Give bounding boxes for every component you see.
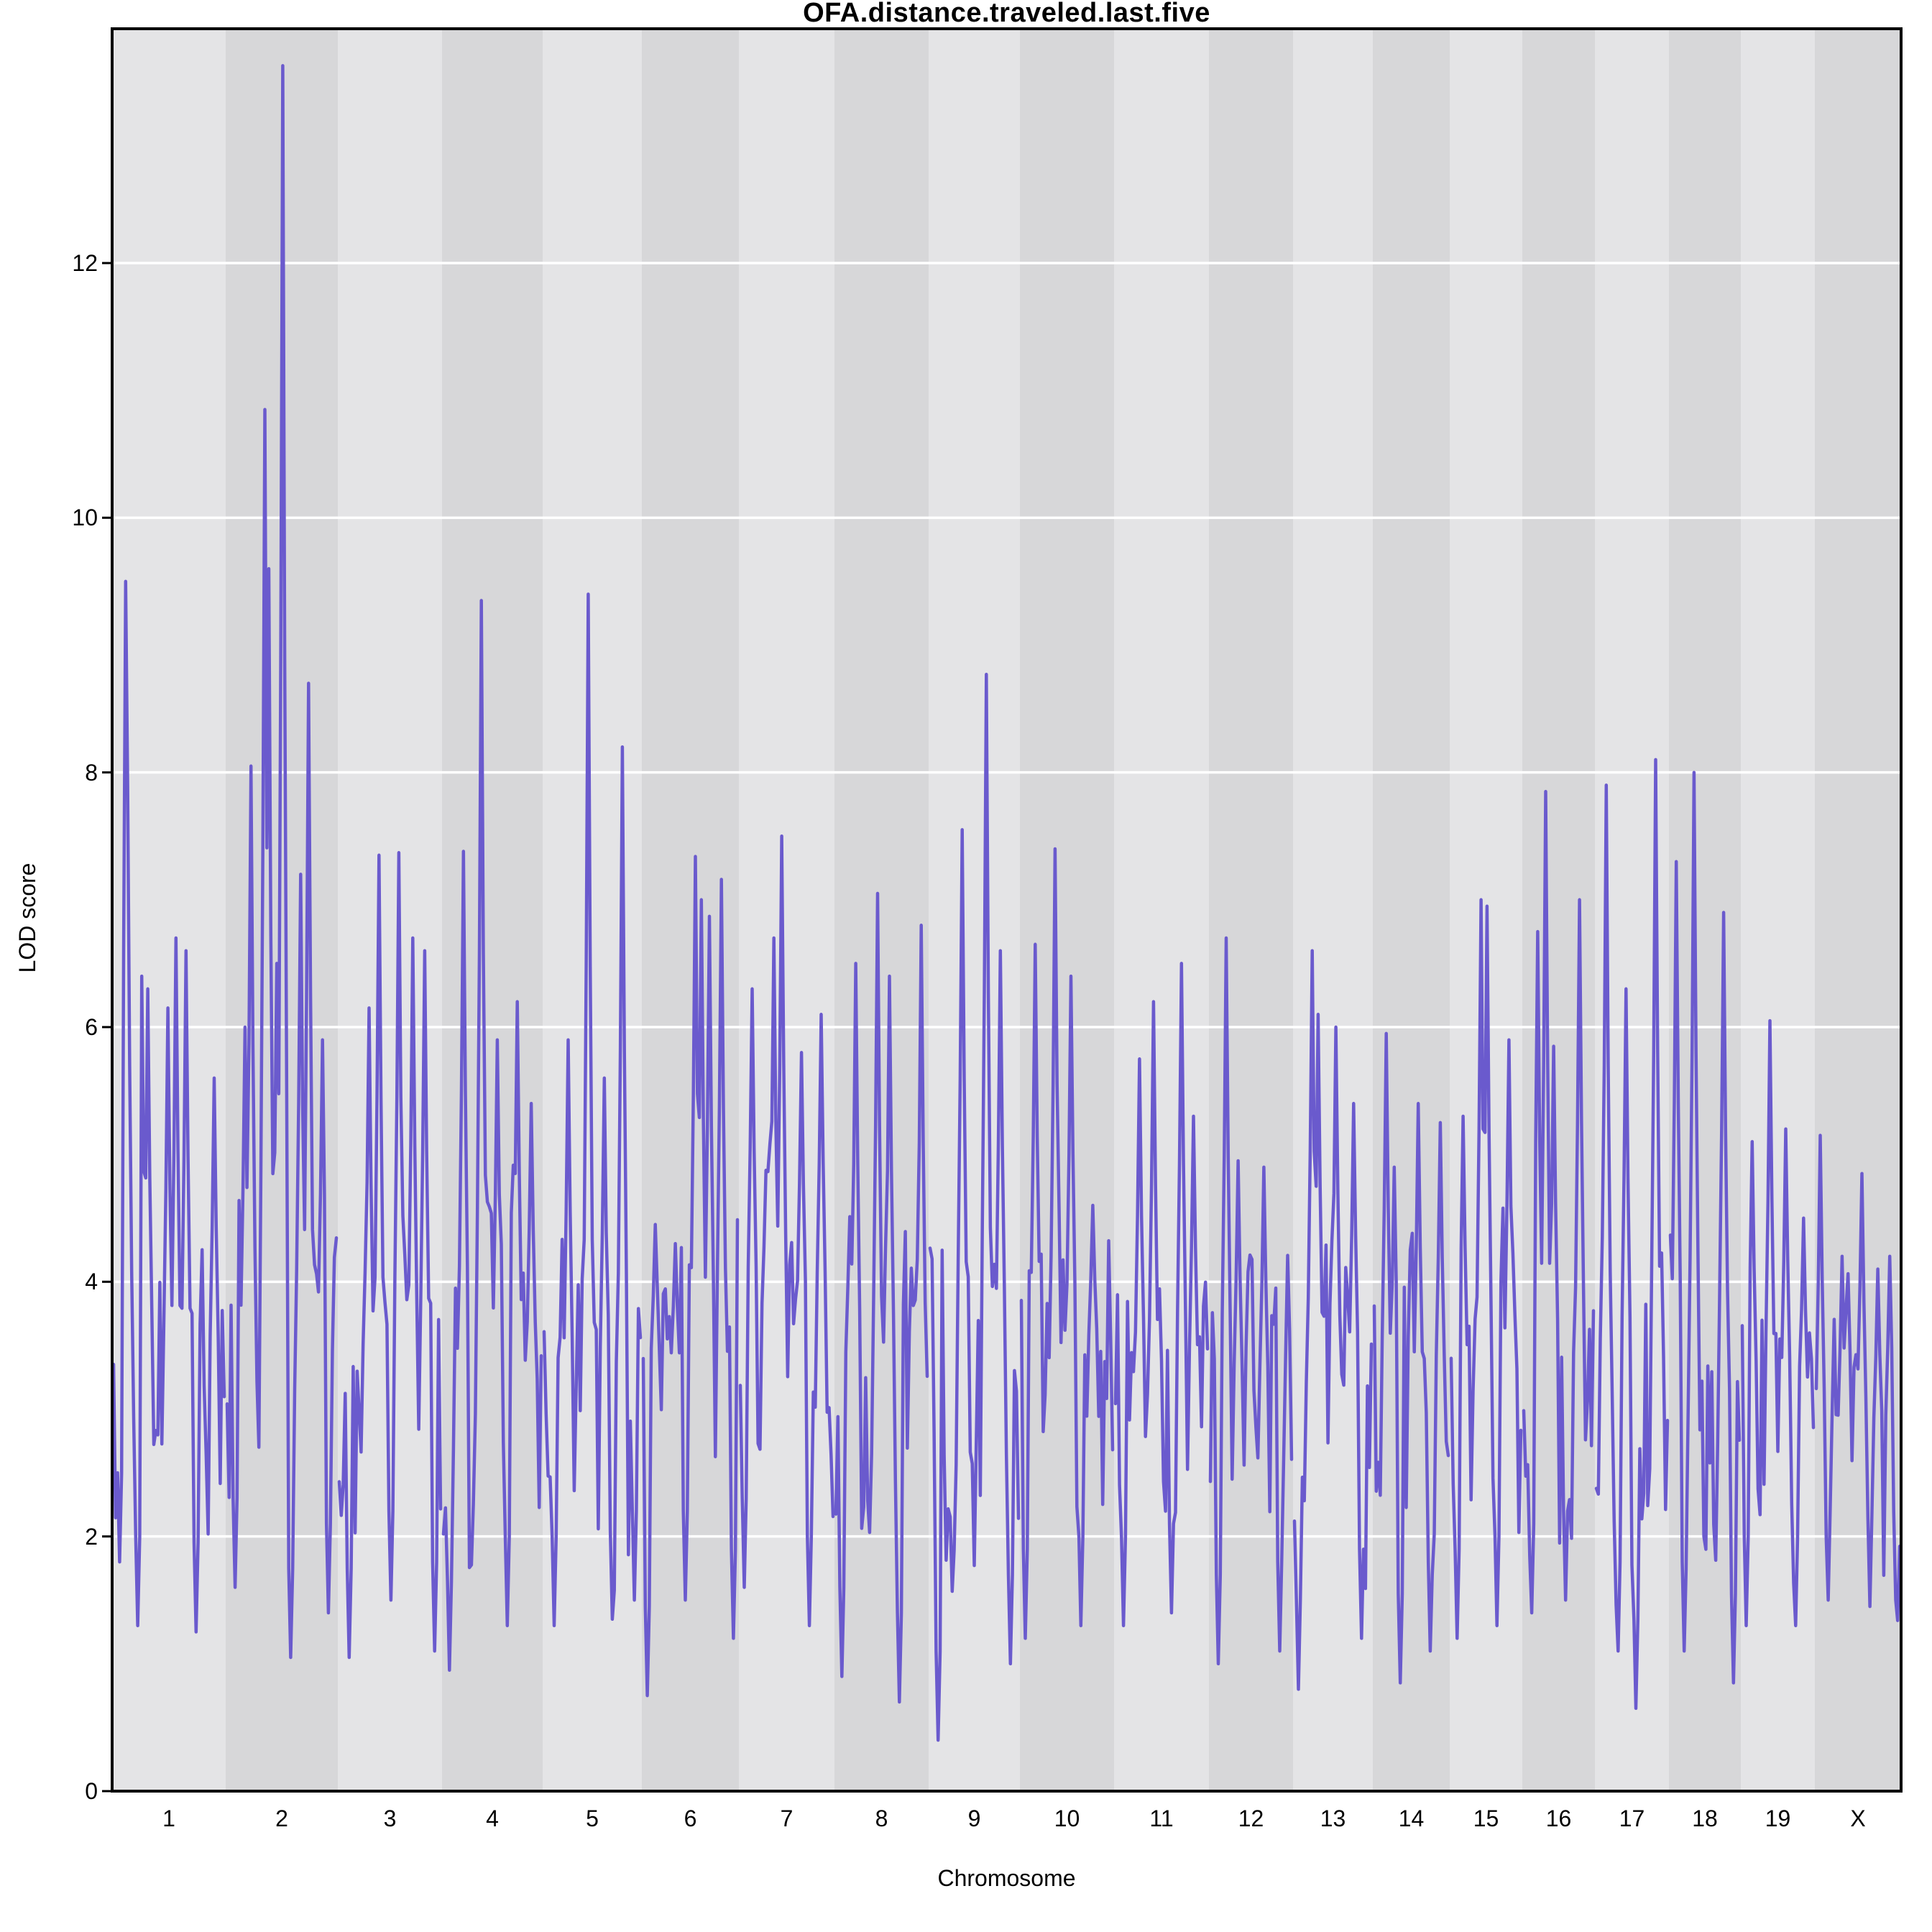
- chr-band-14: [1373, 29, 1450, 1791]
- lod-curve-chr17: [1594, 758, 1670, 1711]
- chr-band-5: [543, 29, 642, 1791]
- x-tick-label-X: X: [1850, 1806, 1866, 1831]
- lod-curve-chr2: [225, 64, 339, 1660]
- chr-band-19: [1741, 29, 1815, 1791]
- chr-band-X: [1815, 29, 1901, 1791]
- x-tick-label-16: 16: [1545, 1806, 1572, 1831]
- x-tick-label-4: 4: [486, 1806, 499, 1831]
- chart-title: OFA.distance.traveled.last.five: [803, 0, 1210, 28]
- lod-curve-chr19: [1740, 1018, 1816, 1627]
- chr-band-12: [1209, 29, 1293, 1791]
- lod-curve-chr7: [738, 834, 835, 1627]
- chr-band-11: [1114, 29, 1209, 1791]
- x-tick-label-1: 1: [162, 1806, 175, 1831]
- lod-curve-chr12: [1208, 936, 1294, 1666]
- x-tick-label-12: 12: [1238, 1806, 1264, 1831]
- x-tick-label-2: 2: [275, 1806, 288, 1831]
- x-tick-label-7: 7: [780, 1806, 794, 1831]
- x-tick-label-14: 14: [1398, 1806, 1425, 1831]
- lod-curve-chrX: [1814, 1133, 1902, 1622]
- x-tick-label-17: 17: [1619, 1806, 1645, 1831]
- x-tick-label-6: 6: [684, 1806, 697, 1831]
- y-tick-label-10: 10: [72, 505, 98, 531]
- x-tick-label-8: 8: [875, 1806, 888, 1831]
- x-tick-label-18: 18: [1692, 1806, 1718, 1831]
- lod-curve-chr8: [834, 891, 929, 1704]
- lod-curve-chr14: [1372, 1031, 1450, 1685]
- lod-curve-chr1: [111, 579, 226, 1634]
- lod-curve-chr13: [1292, 949, 1374, 1691]
- lod-curve-chr15: [1449, 898, 1523, 1640]
- x-tick-label-10: 10: [1054, 1806, 1080, 1831]
- y-tick-label-8: 8: [85, 759, 98, 786]
- x-tick-label-3: 3: [383, 1806, 397, 1831]
- chr-band-8: [834, 29, 929, 1791]
- y-tick-label-0: 0: [85, 1778, 98, 1804]
- chr-band-6: [642, 29, 739, 1791]
- lod-curve-chr18: [1668, 770, 1742, 1685]
- x-tick-label-9: 9: [967, 1806, 981, 1831]
- x-tick-label-15: 15: [1473, 1806, 1499, 1831]
- lod-curve-chr10: [1019, 847, 1115, 1640]
- y-tick-label-6: 6: [85, 1013, 98, 1040]
- lod-curve-chr6: [641, 855, 740, 1698]
- x-tick-label-19: 19: [1765, 1806, 1791, 1831]
- lod-curve-chr4: [441, 599, 543, 1672]
- chr-band-10: [1020, 29, 1114, 1791]
- lod-curve-chr3: [337, 851, 443, 1660]
- x-tick-label-11: 11: [1149, 1806, 1174, 1831]
- y-tick-label-12: 12: [72, 249, 98, 276]
- x-tick-label-13: 13: [1320, 1806, 1346, 1831]
- y-tick-label-2: 2: [85, 1523, 98, 1550]
- lod-curve-chr16: [1522, 789, 1596, 1615]
- chr-band-4: [442, 29, 543, 1791]
- x-tick-label-5: 5: [586, 1806, 599, 1831]
- lod-curve-chr5: [542, 592, 643, 1627]
- y-tick-label-4: 4: [85, 1269, 98, 1295]
- lod-curve-chr9: [928, 672, 1021, 1742]
- y-axis-title: LOD score: [14, 862, 40, 973]
- plot-border: [111, 27, 1903, 1793]
- x-axis-title: Chromosome: [937, 1865, 1076, 1891]
- lod-curve-chr11: [1113, 962, 1210, 1627]
- chr-band-7: [739, 29, 834, 1791]
